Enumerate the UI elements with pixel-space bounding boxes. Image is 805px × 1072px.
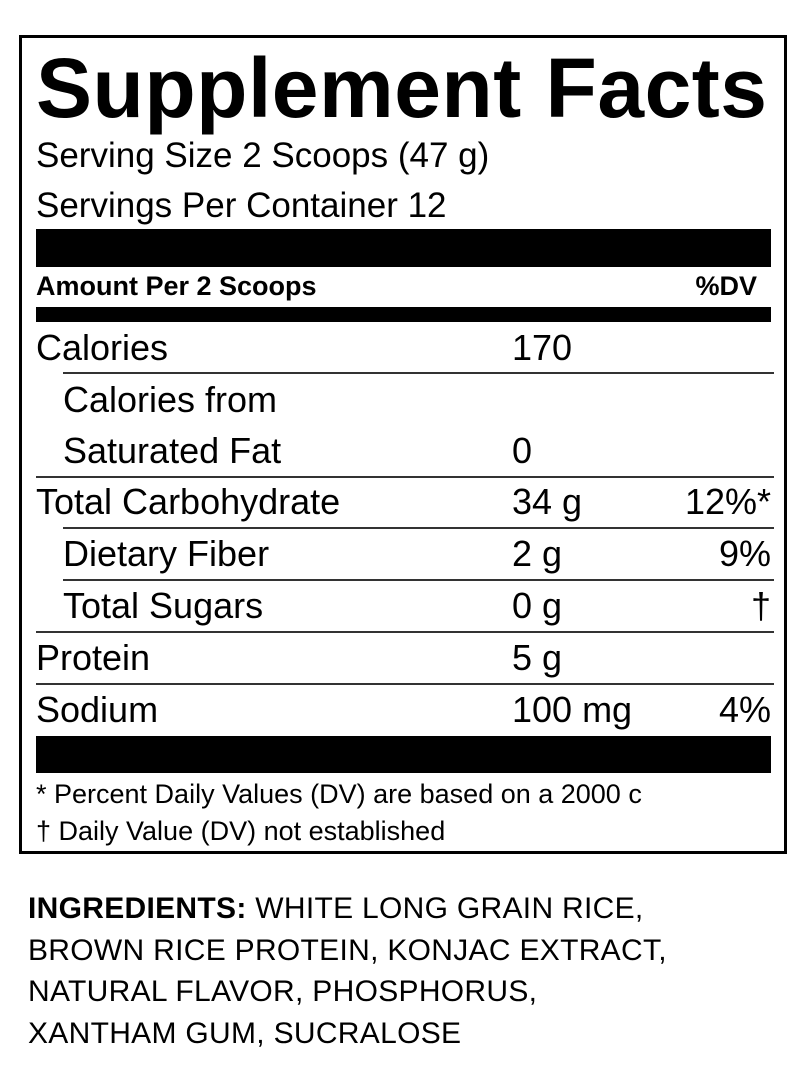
- panel-title: Supplement Facts: [36, 41, 768, 135]
- nutrient-label: Total Sugars: [63, 585, 264, 626]
- nutrient-dv: 4%: [718, 689, 771, 730]
- nutrient-label: Dietary Fiber: [63, 533, 270, 574]
- medium-divider: [36, 307, 771, 322]
- row-divider: [63, 527, 774, 529]
- nutrient-label: Calories from: [63, 379, 278, 420]
- nutrient-amount: 2 g: [512, 533, 563, 574]
- thick-divider: [36, 736, 771, 773]
- nutrient-amount: 0 g: [512, 585, 563, 626]
- ingredients-line: INGREDIENTS: WHITE LONG GRAIN RICE,: [28, 888, 805, 930]
- nutrient-dv: 9%: [718, 533, 771, 574]
- row-divider: [36, 476, 774, 478]
- ingredients-label: INGREDIENTS:: [28, 892, 247, 925]
- ingredients: INGREDIENTS: WHITE LONG GRAIN RICE, BROW…: [28, 888, 805, 1054]
- nutrient-label: Sodium: [36, 689, 159, 730]
- nutrient-amount: 34 g: [512, 481, 583, 522]
- row-divider: [36, 683, 774, 685]
- ingredients-line: BROWN RICE PROTEIN, KONJAC EXTRACT,: [28, 933, 667, 967]
- thick-divider: [36, 229, 771, 267]
- footnote-dagger: † Daily Value (DV) not established: [36, 816, 446, 846]
- row-divider: [36, 631, 774, 633]
- nutrient-dv: 12%*: [684, 481, 771, 522]
- serving-size: Serving Size 2 Scoops (47 g): [36, 136, 490, 175]
- amount-header: Amount Per 2 Scoops: [36, 271, 317, 301]
- nutrient-amount: 170: [512, 327, 573, 368]
- row-divider: [63, 372, 774, 374]
- supplement-facts-panel: Supplement Facts Serving Size 2 Scoops (…: [19, 35, 787, 854]
- nutrient-amount: 0: [512, 430, 533, 471]
- nutrient-dv: †: [750, 585, 771, 626]
- ingredients-text: WHITE LONG GRAIN RICE,: [246, 892, 644, 925]
- nutrient-label: Total Carbohydrate: [36, 481, 341, 522]
- nutrient-label: Saturated Fat: [63, 430, 282, 471]
- ingredients-line: NATURAL FLAVOR, PHOSPHORUS,: [28, 975, 538, 1008]
- servings-per-container: Servings Per Container 12: [36, 186, 447, 225]
- nutrient-label: Calories: [36, 327, 169, 368]
- row-divider: [63, 579, 774, 581]
- footnote-dv: * Percent Daily Values (DV) are based on…: [36, 779, 642, 809]
- nutrient-amount: 100 mg: [512, 689, 633, 730]
- dv-header: %DV: [695, 271, 757, 301]
- ingredients-line: XANTHAM GUM, SUCRALOSE: [28, 1016, 462, 1050]
- nutrient-amount: 5 g: [512, 637, 563, 678]
- nutrient-label: Protein: [36, 637, 151, 678]
